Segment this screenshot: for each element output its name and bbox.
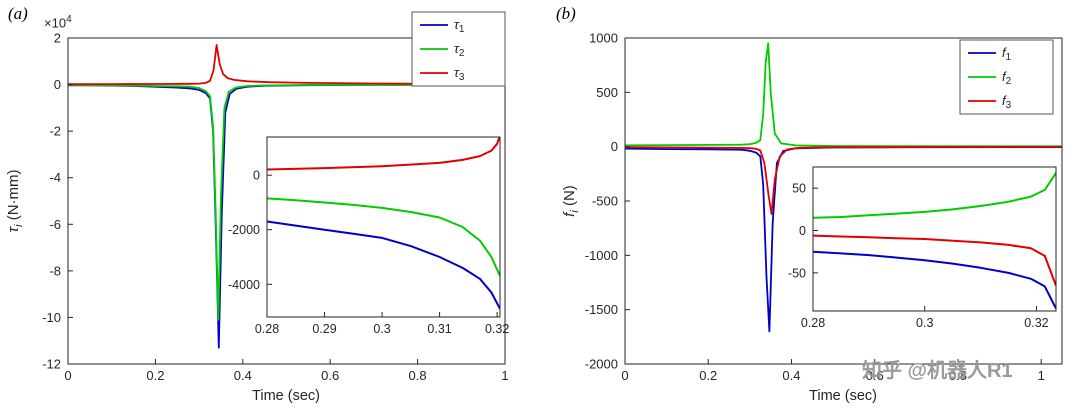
y-tick-label: -12 xyxy=(42,357,61,372)
y-tick-label: -4 xyxy=(49,170,61,185)
series-τ3 xyxy=(267,137,500,171)
legend-label: τ2 xyxy=(454,41,465,59)
panel-a-tag: (a) xyxy=(8,4,28,23)
x-tick-label: 0.31 xyxy=(427,322,451,336)
x-tick-label: 0.8 xyxy=(949,368,967,383)
x-tick-label: 0.28 xyxy=(255,322,279,336)
series-τ2 xyxy=(68,83,505,321)
x-tick-label: 0 xyxy=(621,368,628,383)
x-tick-label: 0.8 xyxy=(409,368,427,383)
axes-box xyxy=(266,136,501,318)
x-tick-label: 0 xyxy=(64,368,71,383)
y-tick-label: -2000 xyxy=(228,223,260,237)
panel-b: (b) fi (N) 0 0.2 0.4 0.6 0.8 1 1000 500 0 -500 -10… xyxy=(540,0,1080,419)
x-tick-label: 0.4 xyxy=(782,368,800,383)
x-tick-label: 0.4 xyxy=(234,368,252,383)
x-axis-label-b: Time (sec) xyxy=(809,388,877,404)
y-tick-label: 500 xyxy=(596,85,618,100)
x-tick-label: 0.2 xyxy=(699,368,717,383)
series-f1 xyxy=(813,250,1056,309)
y-tick-label: 0 xyxy=(253,169,260,183)
y-tick-label: 0 xyxy=(799,224,806,238)
series-τ1 xyxy=(267,220,500,310)
y-tick-label: -50 xyxy=(788,266,806,280)
legend-label: τ3 xyxy=(454,65,465,83)
series-τ2 xyxy=(267,197,500,277)
panel-a: (a) ×104 τi (N·mm) 0 0.2 0.4 0.6 0.8 1 2 0 -2 -4-… xyxy=(5,4,509,404)
x-tick-label: 1 xyxy=(501,368,508,383)
chart-a-inset: 0.28 0.29 0.3 0.31 0.32 0 -2000 -4000 xyxy=(228,136,509,336)
axes-box xyxy=(812,166,1057,312)
chart-a-canvas: 0 0.2 0.4 0.6 0.8 1 2 0 -2 -4 -6 -8 -10 -12 τ1 τ2 τ3 0.28… xyxy=(42,11,509,383)
y-tick-label: -2 xyxy=(49,124,61,139)
series-f3 xyxy=(813,234,1056,286)
legend-label: f2 xyxy=(1002,69,1012,87)
x-tick-label: 0.2 xyxy=(146,368,164,383)
legend-label: f3 xyxy=(1002,93,1012,111)
y-tick-label: 0 xyxy=(611,139,618,154)
y-tick-label: -1500 xyxy=(585,302,618,317)
x-tick-label: 0.3 xyxy=(916,316,933,330)
chart-b-inset: 0.28 0.3 0.32 50 0 -50 xyxy=(788,166,1057,330)
legend-label: τ1 xyxy=(454,17,465,35)
x-tick-label: 0.3 xyxy=(373,322,390,336)
series-f2 xyxy=(625,42,1062,148)
watermark: 知乎 @机器人R1 xyxy=(862,360,1013,382)
x-tick-label: 1 xyxy=(1038,368,1045,383)
axes-box xyxy=(67,37,506,365)
y-tick-label: 0 xyxy=(54,77,61,92)
x-tick-label: 0.32 xyxy=(485,322,509,336)
y-tick-label: -8 xyxy=(49,263,61,278)
y-tick-label: 50 xyxy=(792,182,806,196)
panel-b-tag: (b) xyxy=(556,4,576,23)
legend-label: f1 xyxy=(1002,45,1012,63)
y-tick-label: -6 xyxy=(49,217,61,232)
y-tick-label: -4000 xyxy=(228,278,260,292)
y-axis-exponent-label: ×104 xyxy=(44,14,72,31)
series-f2 xyxy=(813,172,1056,219)
x-tick-label: 0.28 xyxy=(801,316,825,330)
x-tick-label: 0.6 xyxy=(321,368,339,383)
x-axis-label-a: Time (sec) xyxy=(252,388,320,404)
series-τ3 xyxy=(68,44,505,86)
x-tick-label: 0.29 xyxy=(312,322,336,336)
series-f3 xyxy=(625,146,1062,215)
y-tick-label: 2 xyxy=(54,31,61,46)
y-tick-label: -2000 xyxy=(585,357,618,372)
x-tick-label: 0.32 xyxy=(1024,316,1048,330)
chart-b-canvas: 0 0.2 0.4 0.6 0.8 1 1000 500 0 -500 -1000 -1500 -200… xyxy=(540,0,1080,419)
y-tick-label: -10 xyxy=(42,310,61,325)
y-tick-label: 1000 xyxy=(589,31,618,46)
y-tick-label: -1000 xyxy=(585,248,618,263)
x-tick-label: 0.6 xyxy=(866,368,884,383)
y-tick-label: -500 xyxy=(592,194,618,209)
